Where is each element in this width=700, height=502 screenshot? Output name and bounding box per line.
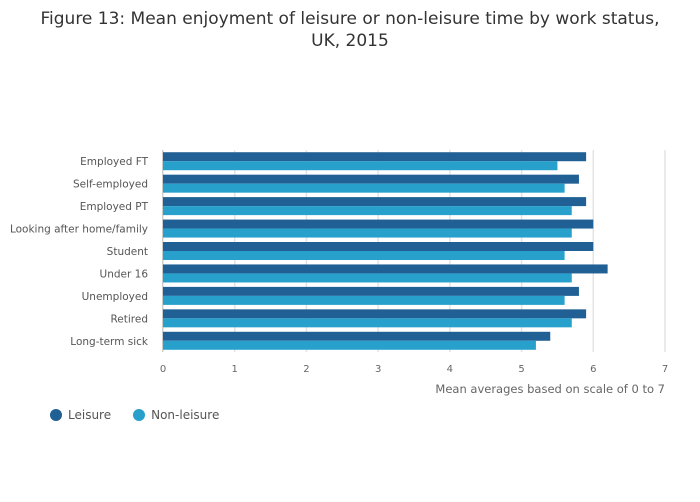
bar-non-leisure	[163, 273, 572, 283]
bar-non-leisure	[163, 206, 572, 216]
legend-swatch-leisure	[50, 409, 62, 421]
bar-leisure	[163, 286, 579, 296]
legend-item-leisure[interactable]: Leisure	[50, 408, 111, 422]
bar-leisure	[163, 331, 551, 341]
category-label: Long-term sick	[70, 336, 149, 348]
bar-non-leisure	[163, 228, 572, 238]
x-tick-label: 5	[518, 364, 524, 375]
legend-label-leisure: Leisure	[68, 408, 112, 422]
category-label: Looking after home/family	[10, 224, 148, 236]
category-label: Employed FT	[80, 156, 148, 168]
x-tick-label: 3	[375, 364, 381, 375]
legend-swatch-non-leisure	[133, 409, 146, 421]
bar-non-leisure	[163, 183, 565, 193]
chart-title-line-1: Figure 13: Mean enjoyment of leisure or …	[40, 9, 660, 29]
bar-leisure	[163, 152, 587, 162]
category-label: Employed PT	[80, 201, 149, 213]
x-tick-label: 1	[232, 364, 238, 375]
category-label: Unemployed	[82, 291, 148, 303]
category-label: Under 16	[100, 268, 149, 280]
x-tick-label: 6	[590, 364, 596, 375]
legend: Leisure Non-leisure	[50, 408, 219, 422]
bar-non-leisure	[163, 318, 572, 328]
legend-label-non-leisure: Non-leisure	[151, 408, 220, 422]
category-label: Student	[107, 246, 148, 258]
bar-non-leisure	[163, 161, 558, 171]
category-label: Retired	[110, 313, 148, 325]
bar-leisure	[163, 174, 579, 184]
bar-leisure	[163, 219, 594, 229]
x-tick-label: 2	[303, 364, 309, 375]
bar-leisure	[163, 242, 594, 251]
bar-leisure	[163, 264, 608, 274]
x-axis-title: Mean averages based on scale of 0 to 7	[435, 382, 665, 396]
x-tick-label: 7	[662, 364, 668, 375]
chart-title-line-2: UK, 2015	[311, 31, 389, 51]
bar-non-leisure	[163, 251, 565, 260]
chart-title: Figure 13: Mean enjoyment of leisure or …	[0, 8, 700, 52]
x-tick-label: 0	[160, 364, 166, 375]
bar-non-leisure	[163, 295, 565, 305]
x-tick-label: 4	[447, 364, 453, 375]
legend-item-non-leisure[interactable]: Non-leisure	[133, 408, 219, 422]
category-label: Self-employed	[73, 179, 148, 191]
bar-leisure	[163, 309, 587, 319]
bar-non-leisure	[163, 340, 536, 350]
bar-leisure	[163, 197, 587, 207]
